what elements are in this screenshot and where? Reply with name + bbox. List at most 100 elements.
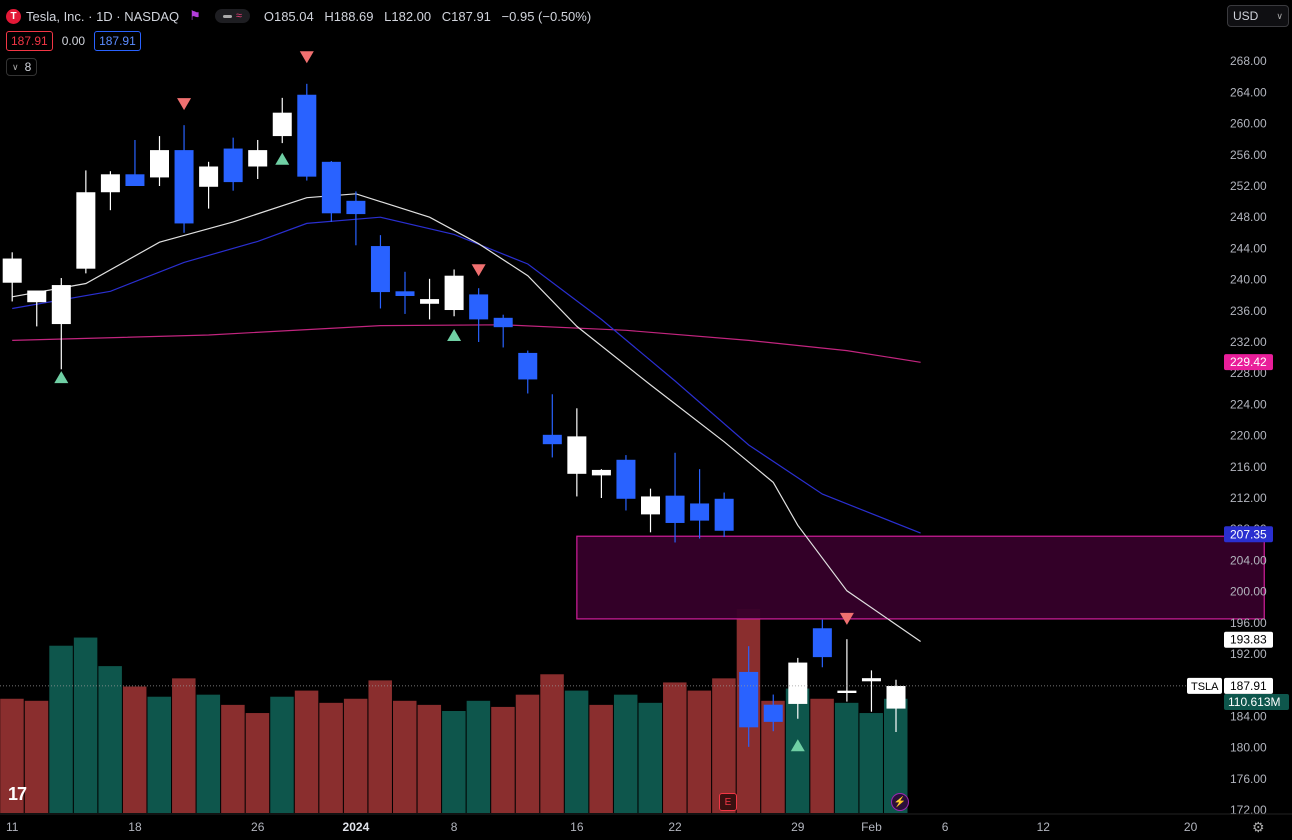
- y-tick-label: 264.00: [1230, 85, 1267, 99]
- volume-bar: [73, 637, 98, 813]
- y-tick-label: 236.00: [1230, 304, 1267, 318]
- currency-value: USD: [1233, 9, 1259, 23]
- flag-icon[interactable]: ⚑: [189, 8, 201, 23]
- symbol-title[interactable]: Tesla, Inc. · 1D · NASDAQ: [26, 8, 180, 24]
- candle-body: [641, 496, 660, 515]
- volume-bar: [319, 702, 343, 813]
- y-tick-label: 184.00: [1230, 709, 1267, 723]
- price-label-text: 229.42: [1230, 355, 1267, 369]
- symbol-legend: T Tesla, Inc. · 1D · NASDAQ ⚑ ≈ O185.04 …: [6, 6, 598, 26]
- candle-body: [174, 150, 194, 224]
- volume-bar: [810, 698, 834, 813]
- earnings-event-icon[interactable]: E: [719, 793, 737, 811]
- open-value: O185.04: [263, 8, 314, 24]
- y-tick-label: 268.00: [1230, 54, 1267, 68]
- volume-bar: [613, 694, 638, 813]
- chevron-down-icon: ∨: [12, 61, 19, 72]
- volume-bar: [859, 713, 883, 813]
- volume-bar: [221, 704, 245, 813]
- volume-bar: [368, 680, 392, 813]
- x-tick-label: 29: [791, 820, 805, 834]
- volume-bar: [294, 690, 319, 813]
- settings-gear-icon[interactable]: ⚙: [1252, 819, 1265, 835]
- change-value: −0.95 (−0.50%): [501, 8, 592, 24]
- candle-body: [690, 503, 710, 521]
- y-tick-label: 180.00: [1230, 741, 1267, 755]
- x-tick-label: Feb: [861, 820, 882, 834]
- candle-body: [591, 469, 611, 476]
- candle-body: [518, 352, 538, 380]
- volume-bar: [147, 696, 171, 813]
- candle-body: [788, 662, 808, 704]
- low-value: L182.00: [384, 8, 432, 24]
- bolt-event-icon[interactable]: ⚡: [891, 793, 909, 811]
- y-tick-label: 256.00: [1230, 148, 1267, 162]
- candle-body: [100, 174, 120, 193]
- buy-signal-marker: [447, 328, 462, 341]
- price-label-text: 193.83: [1230, 633, 1267, 647]
- x-tick-label: 2024: [343, 820, 370, 834]
- y-tick-label: 176.00: [1230, 772, 1267, 786]
- candle-body: [2, 258, 22, 283]
- volume-bar: [834, 702, 859, 813]
- y-tick-label: 224.00: [1230, 397, 1267, 411]
- y-tick-label: 196.00: [1230, 616, 1267, 630]
- chevron-down-icon: ∨: [1276, 10, 1283, 21]
- volume-bar: [417, 704, 442, 813]
- volume-bar: [687, 690, 712, 813]
- tradingview-logo-icon[interactable]: 17: [8, 784, 27, 804]
- y-tick-label: 220.00: [1230, 429, 1267, 443]
- ema-mid-line: [12, 216, 921, 534]
- candle-body: [321, 161, 341, 214]
- y-tick-label: 240.00: [1230, 273, 1267, 287]
- price-label-text: 207.35: [1230, 527, 1267, 541]
- indicators-collapse-button[interactable]: ∨ 8: [6, 58, 38, 76]
- volume-bar: [589, 704, 613, 813]
- y-tick-label: 204.00: [1230, 553, 1267, 567]
- price-label-box: [1224, 354, 1273, 371]
- candle-body: [27, 290, 47, 303]
- volume-label-text: 110.613M: [1228, 695, 1280, 709]
- candle-body: [76, 192, 96, 269]
- x-tick-label: 11: [6, 820, 19, 834]
- sell-signal-marker: [839, 612, 854, 625]
- supply-zone: [576, 535, 1265, 620]
- ticker-tag-text: TSLA: [1191, 681, 1219, 693]
- currency-select[interactable]: USD ∨: [1227, 5, 1289, 27]
- buy-signal-marker: [790, 739, 805, 752]
- volume-label-box: [1224, 694, 1289, 710]
- candles[interactable]: [2, 83, 906, 747]
- candle-body: [469, 294, 489, 320]
- candle-body: [297, 94, 317, 177]
- candle-body: [199, 166, 219, 187]
- candle-body: [248, 150, 268, 167]
- y-tick-label: 244.00: [1230, 241, 1267, 255]
- volume-bar: [663, 682, 687, 813]
- candle-body: [567, 436, 587, 474]
- sell-price[interactable]: 187.91: [6, 31, 53, 51]
- volume-layer: [0, 609, 908, 813]
- candle-body: [665, 495, 685, 523]
- y-tick-label: 260.00: [1230, 117, 1267, 131]
- line-icon: [222, 14, 232, 18]
- volume-bar: [24, 700, 49, 813]
- volume-bar: [491, 706, 515, 813]
- volume-bar: [245, 713, 270, 813]
- candle-body: [616, 459, 636, 499]
- candle-body: [493, 317, 513, 328]
- y-tick-label: 216.00: [1230, 460, 1267, 474]
- volume-bar: [466, 700, 491, 813]
- volume-bar: [98, 666, 122, 813]
- x-tick-label: 12: [1037, 820, 1051, 834]
- price-label-text: 187.91: [1230, 679, 1267, 693]
- candle-body: [125, 174, 145, 186]
- indicator-toggle[interactable]: ≈: [214, 9, 250, 23]
- price-label-box: [1224, 631, 1273, 648]
- sell-signal-marker: [299, 51, 314, 64]
- candle-body: [861, 678, 881, 682]
- candle-body: [739, 671, 759, 728]
- buy-price[interactable]: 187.91: [94, 31, 141, 51]
- volume-bar: [515, 694, 540, 813]
- candle-body: [837, 690, 857, 693]
